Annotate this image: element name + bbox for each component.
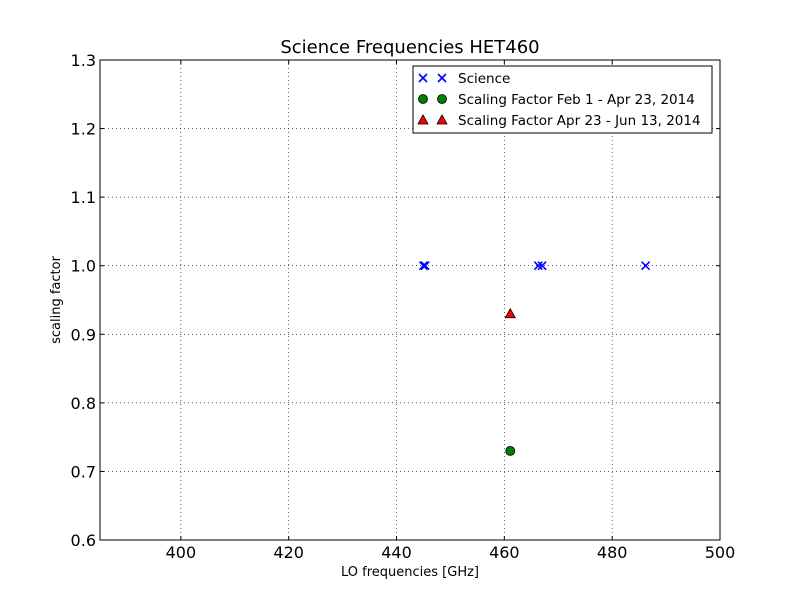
- y-tick-label: 0.7: [71, 462, 96, 481]
- data-point-x: [537, 261, 547, 271]
- y-axis-label: scaling factor: [49, 255, 64, 343]
- x-tick-label: 500: [705, 543, 736, 562]
- data-point-triangle: [504, 307, 516, 319]
- legend-marker-triangle: [417, 114, 429, 125]
- chart-title: Science Frequencies HET460: [280, 37, 539, 58]
- data-point-x: [418, 261, 429, 271]
- x-tick-label: 460: [489, 543, 520, 562]
- x-axis-label: LO frequencies [GHz]: [341, 565, 479, 580]
- x-tick-label: 440: [381, 543, 412, 562]
- data-point-x: [641, 261, 651, 271]
- legend-marker-x: [418, 73, 428, 83]
- axis-ticks: 400 420 440 460 480 500 0.6 0.7 0.8 0.9 1.0 1.1 1.2 1…: [71, 51, 736, 562]
- y-tick-label: 0.9: [71, 325, 96, 344]
- y-tick-label: 1.1: [71, 188, 96, 207]
- plot-area: [100, 60, 720, 540]
- legend-label: Science: [458, 71, 510, 87]
- legend-marker-x: [437, 73, 447, 83]
- data-point-circle: [505, 445, 516, 456]
- x-tick-label: 480: [597, 543, 628, 562]
- x-tick-label: 420: [273, 543, 304, 562]
- legend-label: Scaling Factor Apr 23 - Jun 13, 2014: [458, 113, 701, 129]
- legend: Science Scaling Factor Feb 1 - Apr 23, 20…: [412, 65, 713, 134]
- y-tick-label: 0.6: [71, 531, 96, 550]
- y-tick-label: 0.8: [71, 394, 96, 413]
- legend-box: [412, 65, 713, 134]
- y-tick-label: 1.2: [71, 120, 96, 139]
- legend-marker-triangle: [436, 114, 448, 125]
- y-tick-label: 1.0: [71, 257, 96, 276]
- legend-marker-circle: [437, 94, 447, 104]
- y-tick-label: 1.3: [71, 51, 96, 70]
- plot-frame: [99, 59, 721, 541]
- x-tick-label: 400: [166, 543, 197, 562]
- data-marks: [418, 261, 651, 456]
- data-point-x: [420, 261, 430, 271]
- data-point-x: [533, 261, 543, 271]
- legend-label: Scaling Factor Feb 1 - Apr 23, 2014: [458, 92, 695, 108]
- legend-marker-circle: [418, 94, 428, 104]
